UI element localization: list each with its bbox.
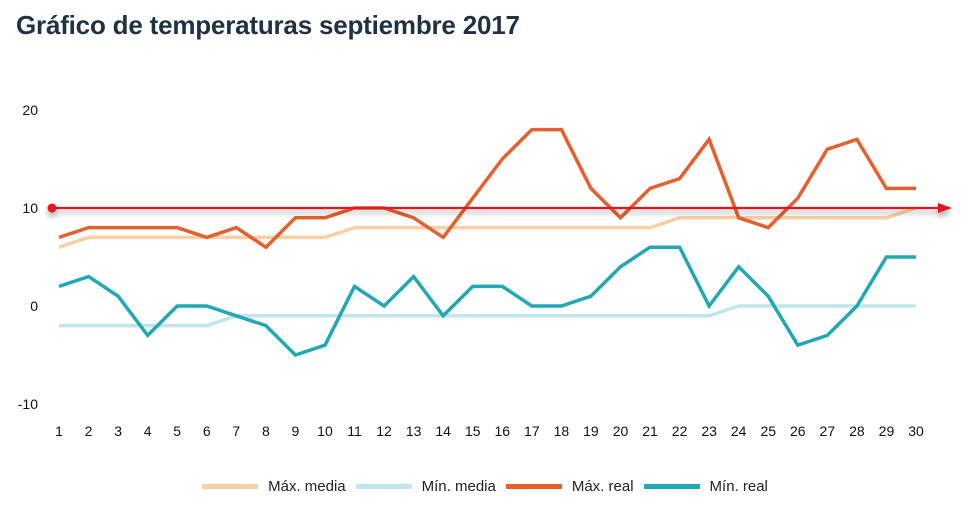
x-tick-label: 13 [406,423,422,439]
y-tick-label: 20 [22,102,38,118]
reference-line [47,203,952,213]
x-tick-label: 11 [347,423,362,439]
arrow-head-icon [938,203,952,213]
y-tick-label: 10 [22,200,38,216]
legend-label: Máx. media [268,478,346,495]
x-tick-label: 10 [317,423,333,439]
legend-item-min-media[interactable]: Mín. media [355,478,496,495]
chart-title: Gráfico de temperaturas septiembre 2017 [16,10,520,40]
x-tick-label: 12 [376,423,392,439]
x-tick-label: 27 [820,423,836,439]
series-line-max-media [58,206,917,249]
x-tick-label: 8 [262,423,270,439]
series-line-max-real [58,127,916,250]
legend-swatch [355,484,412,489]
x-tick-label: 6 [203,423,211,439]
legend-label: Mín. real [709,478,768,495]
x-tick-label: 1 [55,423,63,439]
x-tick-label: 17 [524,423,540,439]
reference-line-start-dot [47,203,57,213]
x-tick-label: 18 [554,423,570,439]
x-tick-label: 4 [144,423,152,439]
x-tick-label: 28 [849,423,865,439]
x-tick-label: 9 [292,423,300,439]
legend-item-max-real[interactable]: Máx. real [505,478,634,495]
legend-swatch [505,484,562,489]
series-line-min-media [59,304,916,328]
x-tick-label: 21 [642,423,658,439]
series-line-min-real [58,245,916,357]
chart-legend: Máx. media Mín. media Máx. real Mín. rea… [0,478,970,495]
x-axis-ticks: 1 2 3 4 5 6 7 8 9 10 11 12 13 14 15 16 17 18 19 20 21 22 23 24 2… [55,423,924,439]
x-tick-label: 29 [879,423,895,439]
x-tick-label: 23 [701,423,717,439]
y-tick-label: 0 [30,298,38,314]
x-tick-label: 2 [85,423,93,439]
x-tick-label: 25 [760,423,776,439]
x-tick-label: 26 [790,423,806,439]
x-tick-label: 30 [908,423,924,439]
x-tick-label: 16 [494,423,510,439]
legend-swatch [202,484,259,489]
x-tick-label: 15 [465,423,481,439]
legend-label: Mín. media [421,478,496,495]
legend-label: Máx. real [571,478,634,495]
x-tick-label: 24 [731,423,747,439]
legend-item-min-real[interactable]: Mín. real [643,478,768,495]
x-tick-label: 5 [173,423,181,439]
x-tick-label: 19 [583,423,599,439]
reference-line-arrow [47,203,952,213]
legend-item-max-media[interactable]: Máx. media [202,478,346,495]
x-tick-label: 22 [672,423,688,439]
legend-swatch [643,484,700,489]
y-tick-label: -10 [18,396,38,412]
x-tick-label: 20 [613,423,629,439]
x-tick-label: 14 [435,423,451,439]
y-axis-ticks: -10 0 10 20 [18,102,38,412]
x-tick-label: 3 [114,423,122,439]
x-tick-label: 7 [232,423,240,439]
series-lines [58,127,917,357]
